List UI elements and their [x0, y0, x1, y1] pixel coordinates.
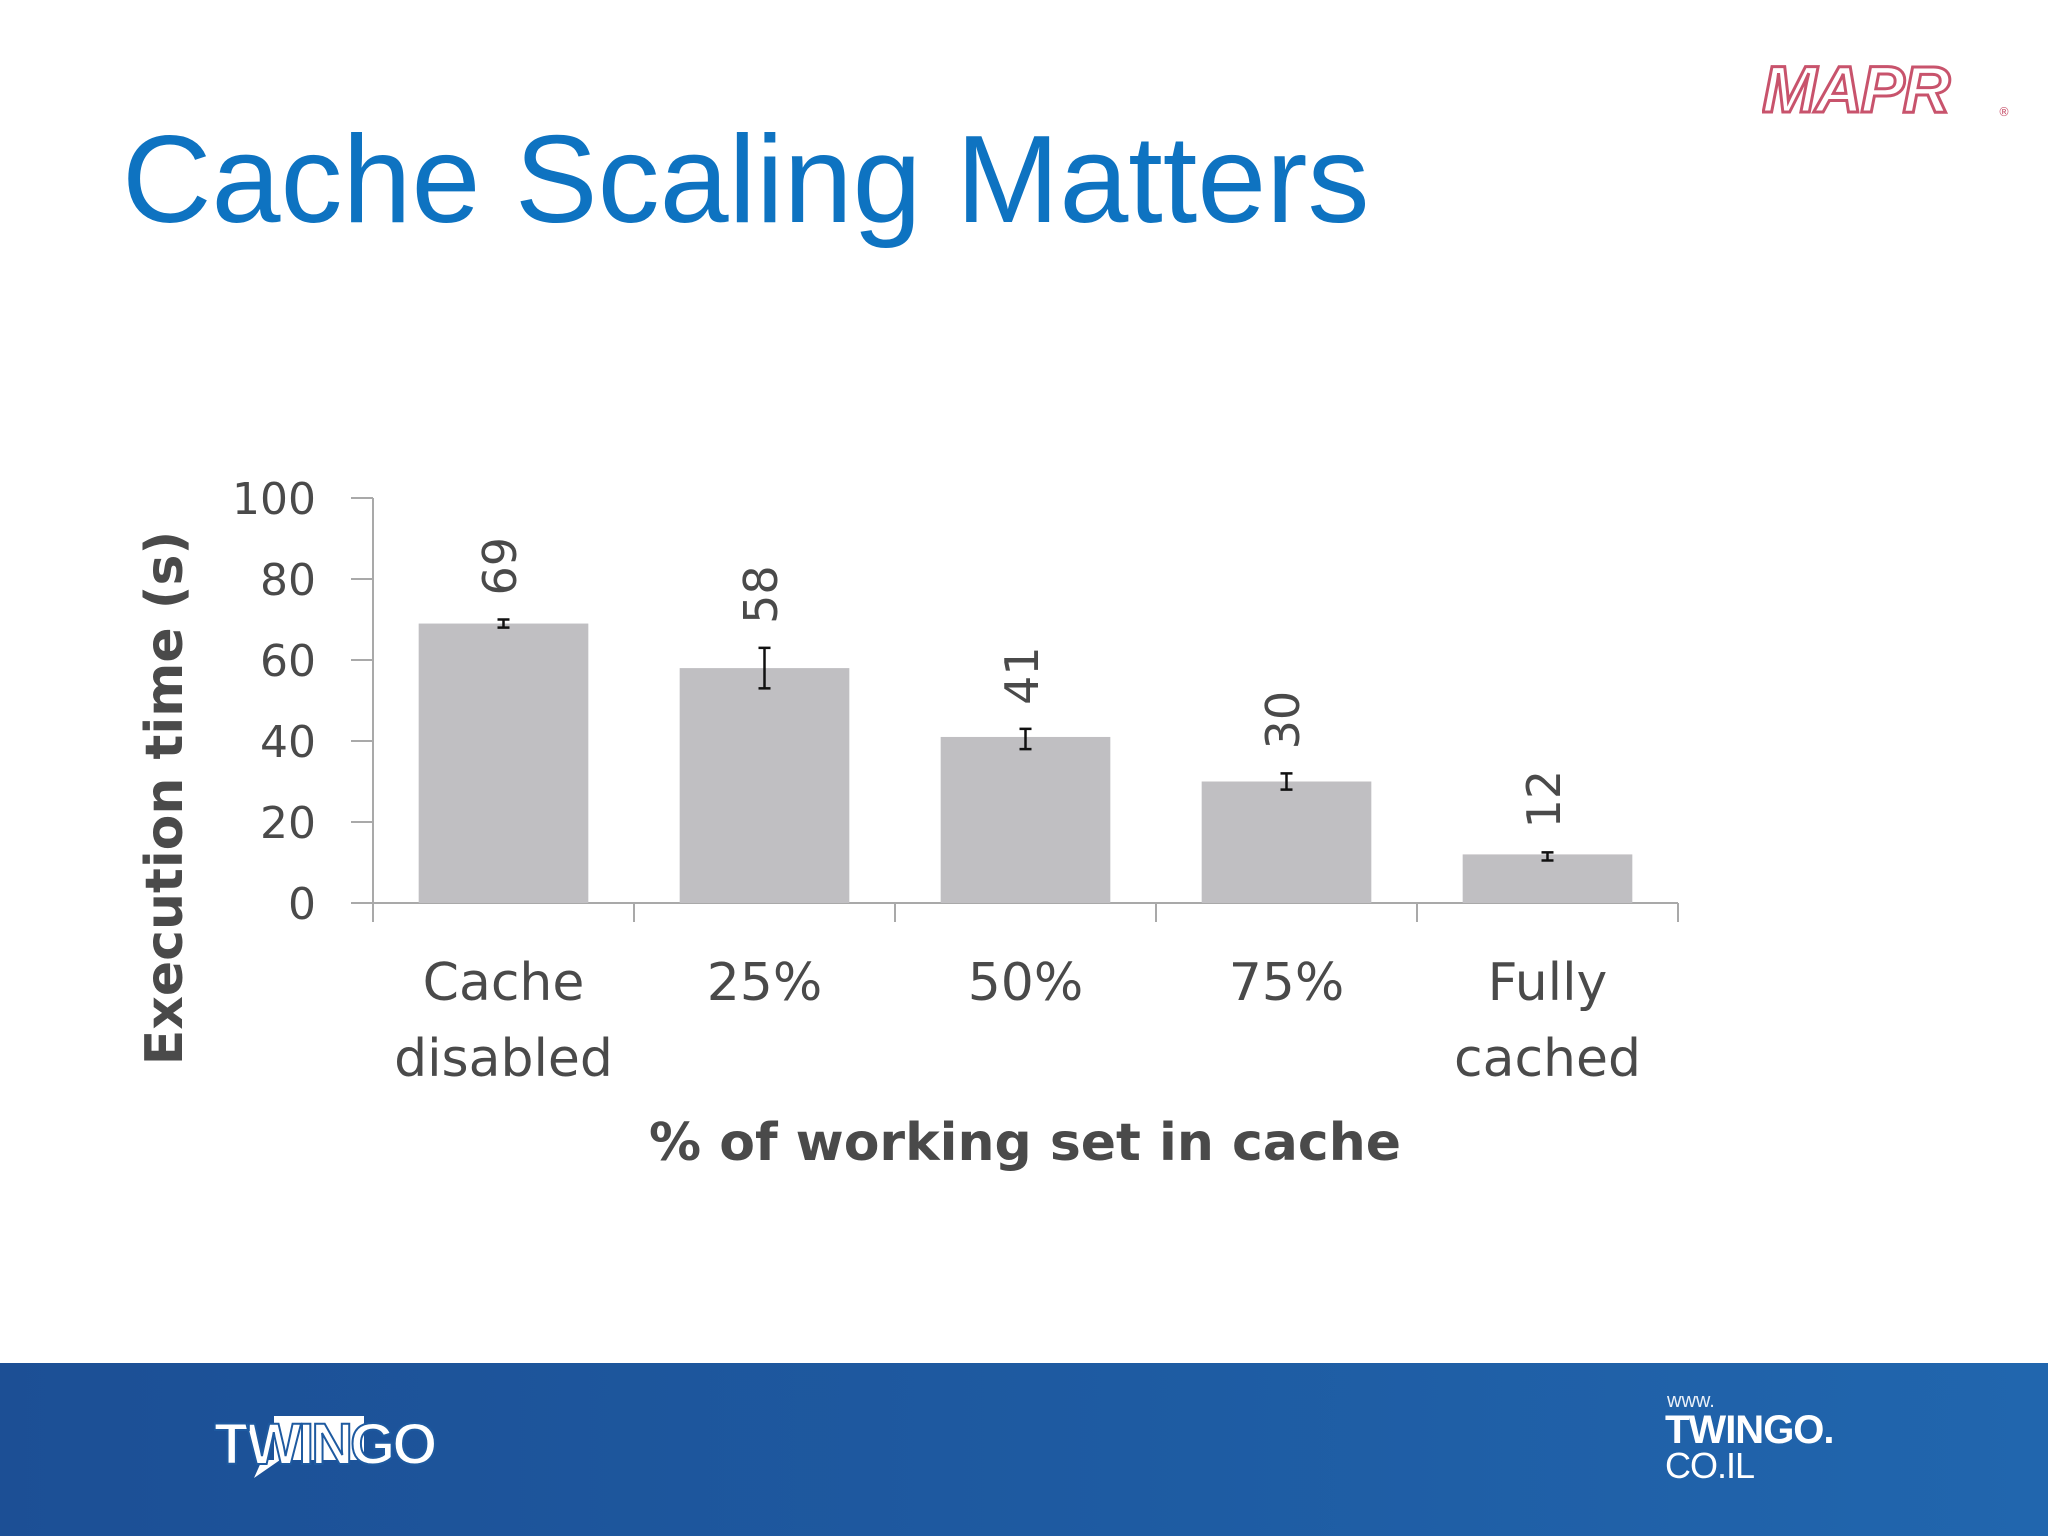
website-logo: www. TWINGO. CO.IL	[1665, 1391, 1865, 1501]
y-tick-label: 20	[260, 798, 316, 849]
mapr-logo-text: MAPR	[1762, 52, 1951, 126]
x-tick-label: disabled	[394, 1029, 613, 1089]
footer-bar: TWINGO www. TWINGO. CO.IL	[0, 1363, 2048, 1536]
bar-chart: 0 20 40 60 80 100 69 58 41 30 12 Cache disabled 25%…	[135, 474, 1679, 1173]
bar	[679, 668, 850, 903]
y-tick-label: 60	[260, 636, 316, 687]
slide-title: Cache Scaling Matters	[122, 111, 1370, 249]
website-www: www.	[1667, 1390, 1715, 1412]
bar	[1201, 781, 1372, 903]
x-axis-ticks	[372, 903, 1679, 922]
y-tick-label: 0	[288, 879, 316, 930]
y-tick-label: 80	[260, 555, 316, 606]
y-axis-title: Execution time (s)	[135, 531, 195, 1065]
x-tick-label: 25%	[707, 953, 823, 1013]
data-label: 58	[734, 565, 788, 624]
bars	[418, 623, 1633, 903]
data-label: 41	[995, 646, 1049, 705]
x-tick-label: Fully	[1488, 953, 1608, 1013]
twingo-logo-bubble	[254, 1416, 364, 1478]
error-bars	[497, 618, 1554, 862]
twingo-logo-text: TWINGO	[214, 1412, 435, 1477]
y-axis-tick-labels: 0 20 40 60 80 100	[232, 474, 316, 930]
y-axis-ticks	[351, 497, 373, 904]
y-tick-label: 40	[260, 717, 316, 768]
x-tick-label: cached	[1454, 1029, 1641, 1089]
x-axis-title: % of working set in cache	[649, 1113, 1401, 1173]
mapr-logo: MAPR ®	[1762, 51, 2010, 127]
mapr-logo-registered: ®	[1998, 105, 2010, 119]
data-labels: 69 58 41 30 12	[473, 537, 1571, 828]
y-tick-label: 100	[232, 474, 316, 525]
twingo-logo: TWINGO	[214, 1411, 439, 1478]
website-name: TWINGO.	[1665, 1408, 1835, 1452]
x-axis-tick-labels: Cache disabled 25% 50% 75% Fully cached	[394, 953, 1641, 1089]
x-tick-label: 50%	[968, 953, 1084, 1013]
data-label: 12	[1517, 770, 1571, 829]
x-tick-label: Cache	[423, 953, 585, 1013]
website-tld: CO.IL	[1665, 1445, 1755, 1486]
bar	[940, 736, 1111, 903]
bar	[1462, 854, 1633, 903]
bar	[418, 623, 589, 903]
x-tick-label: 75%	[1229, 953, 1345, 1013]
data-label: 30	[1256, 691, 1310, 750]
data-label: 69	[473, 537, 527, 596]
